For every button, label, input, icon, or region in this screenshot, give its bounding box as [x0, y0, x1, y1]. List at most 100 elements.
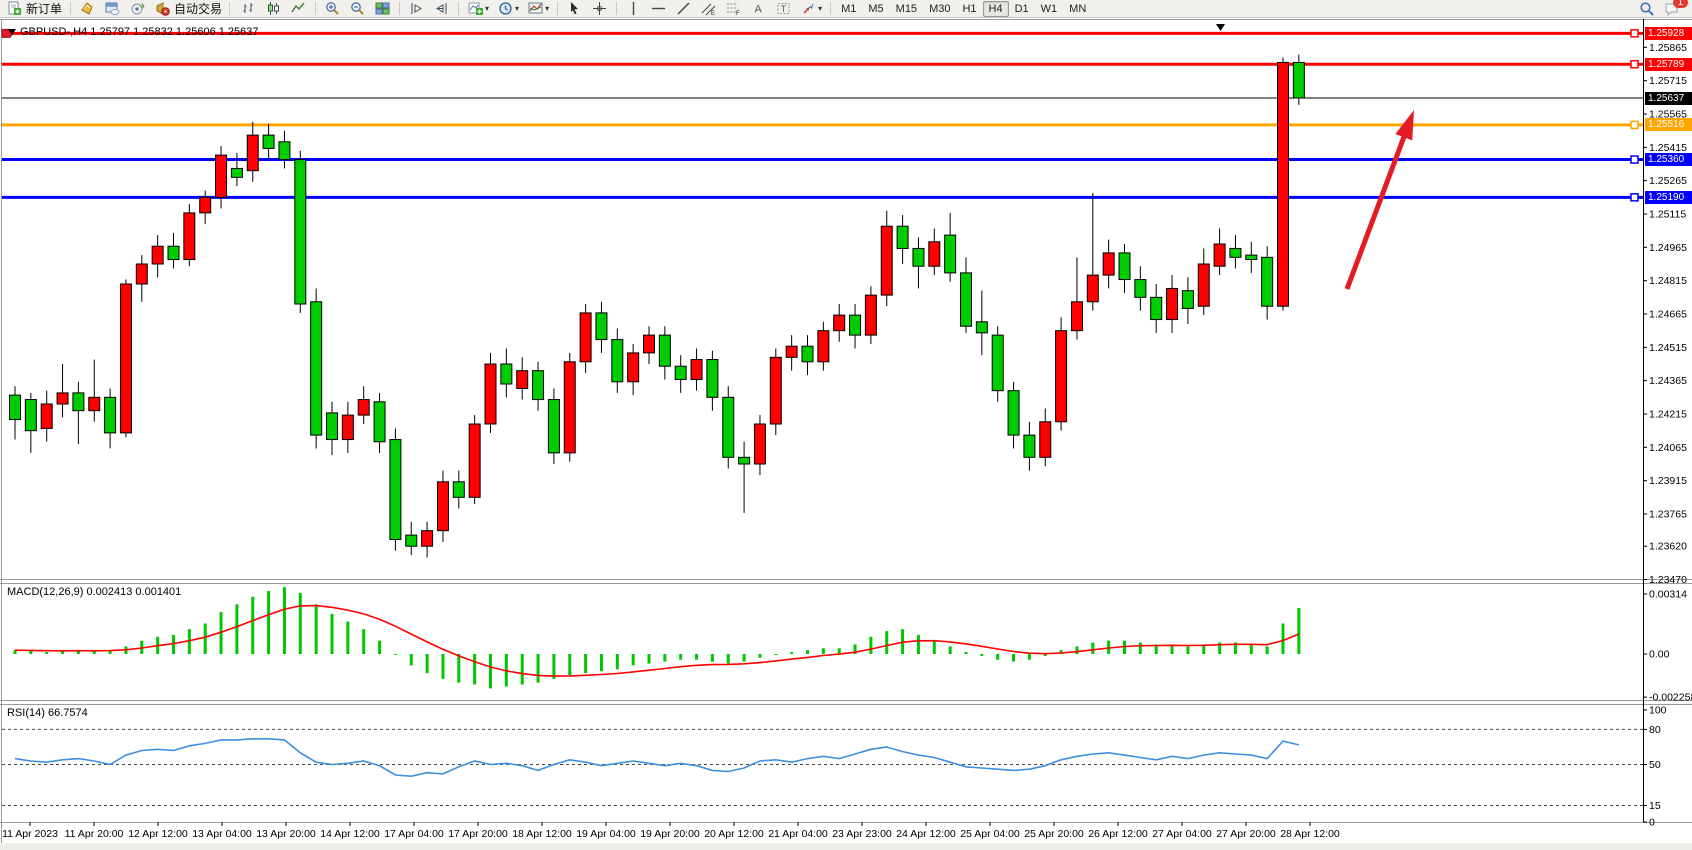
timeframe-button-m5[interactable]: M5 — [868, 2, 884, 15]
time-axis-label[interactable]: 14 Apr 12:00 — [320, 828, 380, 840]
time-axis-label[interactable]: 25 Apr 04:00 — [960, 828, 1020, 840]
symbol-menu-icon[interactable] — [8, 29, 16, 35]
timeframe-button-mn[interactable]: MN — [1069, 2, 1087, 15]
price-tag-1.25516[interactable]: 1.25516 — [1645, 118, 1692, 132]
candlestick — [199, 190, 212, 224]
macd-histogram-bar — [695, 654, 699, 660]
time-axis-label[interactable]: 27 Apr 04:00 — [1152, 828, 1212, 840]
crosshair-tool-button[interactable] — [588, 0, 611, 18]
macd-histogram-bar — [1075, 646, 1079, 654]
horizontal-line-1.25789[interactable] — [2, 59, 1643, 69]
fibonacci-tool[interactable]: F — [722, 0, 745, 18]
horizontal-line-1.2536[interactable] — [2, 155, 1643, 164]
timeframe-button-w1[interactable]: W1 — [1040, 2, 1058, 15]
macd-histogram-bar — [489, 654, 492, 689]
macd-histogram-bar — [1091, 642, 1095, 654]
macd-histogram-bar — [441, 654, 445, 679]
candlestick — [864, 286, 877, 344]
trendline-icon — [675, 1, 692, 16]
trendline-tool[interactable] — [672, 0, 695, 18]
candlestick — [579, 303, 592, 373]
time-axis-label[interactable]: 26 Apr 12:00 — [1088, 828, 1148, 840]
time-axis-label[interactable]: 13 Apr 04:00 — [192, 828, 252, 840]
candlestick — [104, 388, 117, 449]
time-axis-label[interactable]: 18 Apr 12:00 — [512, 828, 572, 840]
timeframe-button-h1[interactable]: H1 — [962, 2, 977, 15]
dropdown-caret-icon: ▾ — [545, 4, 550, 13]
price-tag-1.25637[interactable]: 1.25637 — [1645, 91, 1692, 105]
cursor-tool-button[interactable] — [563, 0, 586, 18]
time-axis-label[interactable]: 25 Apr 20:00 — [1024, 828, 1084, 840]
price-tag-1.25789[interactable]: 1.25789 — [1645, 57, 1692, 71]
auto-trading-button[interactable]: 自动交易 — [151, 0, 225, 18]
text-label-tool[interactable]: T — [772, 0, 795, 18]
candlestick — [1102, 239, 1115, 289]
time-axis-label[interactable]: 19 Apr 20:00 — [640, 828, 700, 840]
time-axis-label[interactable]: 28 Apr 12:00 — [1280, 828, 1340, 840]
timeframe-button-d1[interactable]: D1 — [1014, 2, 1029, 15]
trend-arrow-annotation[interactable] — [1344, 110, 1414, 290]
chart-shift-marker-icon[interactable] — [1216, 24, 1225, 31]
macd-histogram-bar — [663, 654, 667, 662]
rsi-line — [14, 737, 1300, 778]
macd-histogram-bar — [267, 590, 271, 654]
time-axis-label[interactable]: 13 Apr 20:00 — [256, 828, 316, 840]
line-chart-mode-button[interactable] — [287, 0, 310, 18]
auto-scroll-button[interactable] — [405, 0, 428, 18]
timeframe-button-m1[interactable]: M1 — [841, 2, 857, 15]
time-axis-label[interactable]: 27 Apr 20:00 — [1216, 828, 1276, 840]
timeframe-button-m15[interactable]: M15 — [895, 2, 918, 15]
price-tag-1.25360[interactable]: 1.25360 — [1645, 153, 1692, 167]
timeframe-button-h4[interactable]: H4 — [982, 0, 1009, 17]
dropdown-caret-icon: ▾ — [818, 4, 823, 13]
macd-histogram-bar — [203, 623, 207, 654]
time-axis-label[interactable]: 11 Apr 2023 — [2, 828, 58, 840]
time-axis-label[interactable]: 17 Apr 20:00 — [448, 828, 508, 840]
data-window-button[interactable] — [101, 0, 124, 18]
indicators-dropdown[interactable]: ▾ — [464, 0, 492, 18]
candlestick — [849, 303, 862, 349]
candlestick — [1118, 243, 1131, 293]
horizontal-line-tool[interactable] — [647, 0, 670, 18]
time-axis-label[interactable]: 17 Apr 04:00 — [384, 828, 444, 840]
time-axis-label[interactable]: 19 Apr 04:00 — [576, 828, 636, 840]
bar-chart-mode-button[interactable] — [237, 0, 260, 18]
price-tag-1.25928[interactable]: 1.25928 — [1645, 26, 1692, 40]
price-tag-1.25190[interactable]: 1.25190 — [1645, 190, 1692, 204]
templates-dropdown[interactable]: ▾ — [524, 0, 552, 18]
candlestick — [167, 232, 180, 269]
navigator-button[interactable] — [126, 0, 149, 18]
macd-histogram-bar — [584, 654, 588, 674]
vertical-line-tool[interactable] — [622, 0, 645, 18]
zoom-in-button[interactable] — [321, 0, 344, 18]
time-axis-label[interactable]: 20 Apr 12:00 — [704, 828, 764, 840]
equidistant-channel-tool[interactable]: E — [697, 0, 720, 18]
time-axis-label[interactable]: 24 Apr 12:00 — [896, 828, 956, 840]
candlestick — [833, 303, 846, 342]
timeframe-button-m30[interactable]: M30 — [929, 2, 951, 15]
search-button[interactable] — [1635, 0, 1658, 18]
tile-windows-button[interactable] — [371, 0, 394, 18]
market-watch-button[interactable] — [76, 0, 99, 18]
chart-shift-button[interactable] — [430, 0, 453, 18]
time-axis-label[interactable]: 23 Apr 23:00 — [832, 828, 892, 840]
candlestick — [896, 215, 909, 264]
candlestick-mode-button[interactable] — [262, 0, 285, 18]
text-tool[interactable]: A — [747, 0, 770, 18]
arrows-dropdown[interactable]: ▾ — [797, 0, 825, 18]
price-tick-label: 1.25115 — [1649, 209, 1686, 221]
periods-dropdown[interactable]: ▾ — [494, 0, 522, 18]
notifications-button[interactable]: 1 — [1660, 0, 1688, 18]
new-order-button[interactable]: 新订单 — [3, 0, 65, 18]
time-axis-label[interactable]: 12 Apr 12:00 — [128, 828, 188, 840]
svg-text:E: E — [711, 11, 715, 16]
zoom-out-button[interactable] — [346, 0, 369, 18]
time-axis-label[interactable]: 21 Apr 04:00 — [768, 828, 828, 840]
price-tick-label: 1.24515 — [1649, 342, 1687, 354]
time-axis-label[interactable]: 11 Apr 20:00 — [65, 828, 124, 840]
candlestick — [944, 212, 957, 282]
macd-histogram-bar — [1233, 642, 1237, 654]
horizontal-line-1.25516[interactable] — [2, 120, 1643, 130]
horizontal-line-1.2519[interactable] — [2, 193, 1643, 202]
